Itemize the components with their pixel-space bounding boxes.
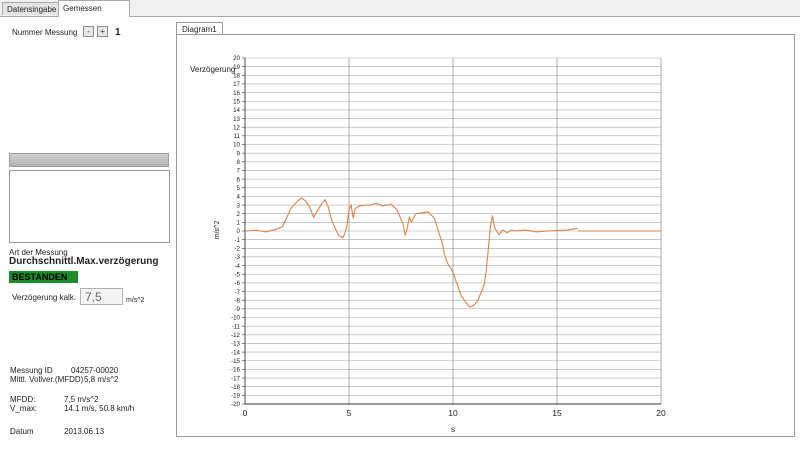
diagram-panel <box>176 34 795 437</box>
mfdd-mittl-label: Mittl. Vollver.(MFDD) <box>10 375 84 384</box>
measurement-info-panel: Nummer Messung - + 1 Art der Messung Dur… <box>0 17 174 450</box>
vmax-value: 14.1 m/s, 50.8 km/h <box>64 404 135 413</box>
verzoegerung-kalk-label: Verzögerung kalk. <box>12 293 77 302</box>
verzoegerung-unit: m/s^2 <box>126 297 145 304</box>
datum-value: 2013.06.13 <box>64 427 105 436</box>
progress-bar <box>9 153 169 167</box>
art-der-messung-label: Art der Messung <box>9 248 68 257</box>
messung-id-label: Messung ID <box>10 366 53 375</box>
messung-id-value: 04257-00020 <box>71 366 119 375</box>
tab-gemessen-daten[interactable]: Gemessen Daten <box>58 0 130 28</box>
mfdd-label: MFDD: <box>10 395 36 404</box>
art-der-messung-value: Durchschnittl.Max.verzögerung <box>9 256 159 267</box>
increment-button[interactable]: + <box>97 26 108 37</box>
mfdd-mittl-value: 5,8 m/s^2 <box>84 375 119 384</box>
main-tab-bar: Datensingabe Gemessen Daten <box>0 0 800 28</box>
nummer-messung-value: 1 <box>115 27 121 38</box>
decrement-button[interactable]: - <box>83 26 94 37</box>
message-textbox[interactable] <box>9 170 170 243</box>
status-badge: BESTANDEN <box>9 271 78 283</box>
datum-label: Datum <box>10 427 34 436</box>
vmax-label: V_max: <box>10 404 38 413</box>
tab-dateneingabe[interactable]: Datensingabe <box>2 2 59 15</box>
diagram-tab[interactable]: Diagram1 <box>176 22 223 35</box>
verzoegerung-kalk-field[interactable]: 7,5 <box>80 288 123 305</box>
nummer-messung-label: Nummer Messung <box>12 28 78 37</box>
mfdd-value: 7,5 m/s^2 <box>64 395 99 404</box>
